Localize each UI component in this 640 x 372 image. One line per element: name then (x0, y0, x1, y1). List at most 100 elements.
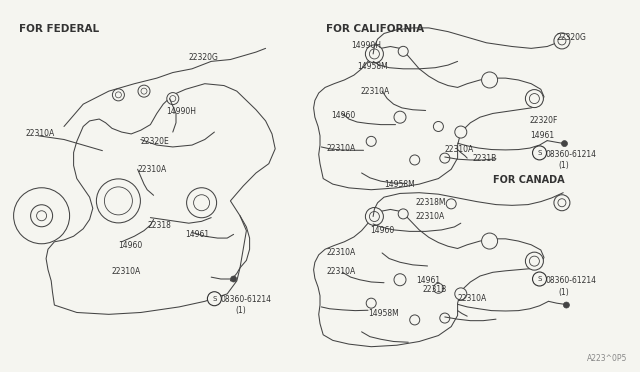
Circle shape (525, 252, 543, 270)
Circle shape (365, 45, 383, 63)
Circle shape (369, 212, 380, 221)
Text: 2231B: 2231B (422, 285, 447, 294)
Circle shape (532, 272, 547, 286)
Polygon shape (45, 217, 68, 221)
Text: 08360-61214: 08360-61214 (546, 276, 597, 285)
Circle shape (440, 313, 450, 323)
Polygon shape (314, 46, 544, 190)
Text: 22310A: 22310A (326, 144, 356, 153)
Circle shape (36, 211, 47, 221)
Text: S: S (538, 150, 541, 156)
Circle shape (394, 274, 406, 286)
Circle shape (138, 85, 150, 97)
Circle shape (558, 199, 566, 207)
Text: 22310A: 22310A (360, 87, 390, 96)
Circle shape (187, 188, 216, 218)
Text: 22310A: 22310A (326, 267, 356, 276)
Circle shape (446, 199, 456, 209)
Text: 22320E: 22320E (141, 137, 170, 146)
Circle shape (97, 179, 140, 223)
Text: 14958M: 14958M (384, 180, 415, 189)
Circle shape (369, 49, 380, 59)
Circle shape (31, 205, 52, 227)
Polygon shape (17, 214, 36, 222)
Text: (1): (1) (558, 161, 569, 170)
Text: 14960: 14960 (370, 226, 394, 235)
Polygon shape (40, 219, 58, 229)
Circle shape (529, 256, 540, 266)
Text: S: S (538, 276, 541, 282)
Circle shape (440, 153, 450, 163)
Circle shape (526, 90, 543, 107)
Circle shape (230, 276, 237, 282)
Text: 14961: 14961 (416, 276, 440, 285)
Text: 22310A: 22310A (445, 145, 474, 154)
Text: 22310A: 22310A (458, 294, 487, 303)
Circle shape (398, 209, 408, 219)
Circle shape (554, 195, 570, 211)
Text: 22310A: 22310A (26, 129, 55, 138)
Text: 22318M: 22318M (416, 198, 447, 207)
Circle shape (526, 253, 543, 269)
Circle shape (167, 93, 179, 105)
Text: 14958M: 14958M (357, 62, 388, 71)
Circle shape (366, 298, 376, 308)
Text: 22310A: 22310A (416, 212, 445, 221)
Text: 14958M: 14958M (368, 309, 399, 318)
Circle shape (554, 33, 570, 49)
Circle shape (207, 292, 221, 306)
Circle shape (525, 90, 543, 108)
Circle shape (433, 283, 444, 293)
Text: 22320G: 22320G (557, 33, 587, 42)
Circle shape (563, 302, 570, 308)
Circle shape (558, 37, 566, 45)
Circle shape (367, 209, 381, 224)
Text: 22310A: 22310A (138, 165, 167, 174)
Circle shape (410, 155, 420, 165)
Text: A223^0P5: A223^0P5 (587, 354, 627, 363)
Circle shape (104, 187, 132, 215)
Polygon shape (28, 217, 36, 231)
Circle shape (13, 188, 70, 244)
Circle shape (529, 94, 540, 103)
Circle shape (398, 46, 408, 56)
Text: 22310A: 22310A (112, 267, 141, 276)
Text: (1): (1) (558, 288, 569, 296)
Text: 22310A: 22310A (326, 248, 356, 257)
Circle shape (141, 88, 147, 94)
Polygon shape (314, 209, 544, 347)
Text: 14961: 14961 (186, 230, 210, 239)
Text: 14960: 14960 (332, 111, 356, 120)
Text: 22318: 22318 (147, 221, 171, 230)
Circle shape (170, 96, 176, 102)
Circle shape (532, 146, 547, 160)
Text: 14990H: 14990H (351, 41, 381, 50)
Circle shape (455, 288, 467, 300)
Polygon shape (37, 201, 45, 213)
Circle shape (394, 111, 406, 123)
Text: 2231B: 2231B (472, 154, 497, 163)
Circle shape (455, 126, 467, 138)
Text: 22320F: 22320F (530, 116, 558, 125)
Text: FOR FEDERAL: FOR FEDERAL (19, 24, 99, 34)
Text: 14990H: 14990H (166, 107, 196, 116)
Circle shape (482, 233, 498, 249)
Circle shape (115, 92, 122, 98)
Circle shape (410, 315, 420, 325)
Text: FOR CALIFORNIA: FOR CALIFORNIA (326, 24, 424, 34)
Polygon shape (18, 206, 40, 212)
Text: 14961: 14961 (530, 131, 554, 140)
Text: 14960: 14960 (118, 241, 143, 250)
Text: FOR CANADA: FOR CANADA (493, 175, 564, 185)
Circle shape (365, 208, 383, 225)
Polygon shape (46, 84, 275, 314)
Text: 08360-61214: 08360-61214 (546, 150, 597, 159)
Circle shape (366, 137, 376, 146)
Text: 22320G: 22320G (189, 53, 219, 62)
Text: S: S (212, 296, 216, 302)
Circle shape (193, 195, 210, 211)
Circle shape (433, 122, 444, 131)
Circle shape (367, 47, 381, 61)
Circle shape (561, 141, 568, 147)
Polygon shape (48, 204, 62, 216)
